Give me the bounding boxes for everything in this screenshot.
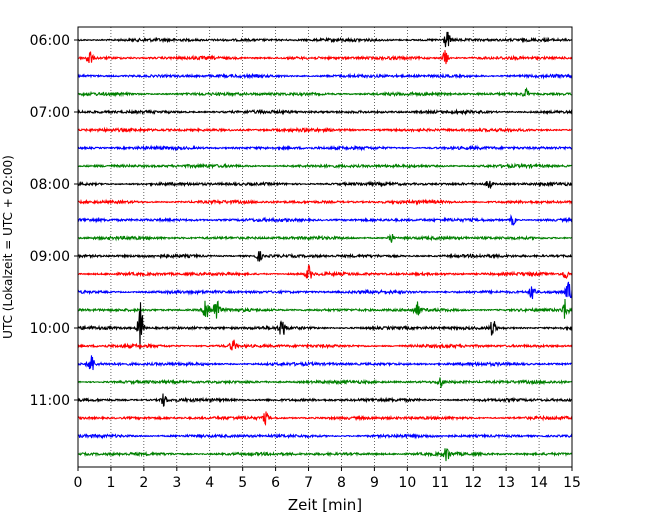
trace-0715	[77, 126, 573, 134]
x-tick-label: 10	[398, 475, 416, 491]
y-tick-label: 11:00	[30, 393, 70, 409]
x-tick-label: 14	[530, 475, 548, 491]
grid	[110, 27, 540, 467]
plot-area-background	[78, 27, 572, 467]
x-tick-label: 4	[205, 475, 214, 491]
y-axis-label: UTC (Lokalzeit = UTC + 02:00)	[1, 155, 15, 339]
x-tick-label: 11	[431, 475, 449, 491]
trace-0730	[77, 144, 573, 152]
trace-1015	[77, 339, 573, 351]
x-tick-label: 2	[139, 475, 148, 491]
x-tick-label: 8	[337, 475, 346, 491]
y-axis-ticks: 06:00 07:00 08:00 09:00 10:00 11:00	[30, 33, 78, 409]
trace-0815	[77, 198, 573, 206]
trace-0745	[77, 162, 573, 170]
y-tick-label: 10:00	[30, 321, 70, 337]
x-tick-label: 0	[74, 475, 83, 491]
trace-1030	[77, 355, 573, 371]
trace-1000	[77, 302, 573, 350]
trace-1115	[77, 411, 573, 427]
y-tick-label: 08:00	[30, 177, 70, 193]
x-tick-label: 1	[106, 475, 115, 491]
trace-0800	[77, 180, 573, 189]
x-tick-label: 9	[370, 475, 379, 491]
trace-0915	[77, 264, 573, 279]
x-tick-label: 7	[304, 475, 313, 491]
trace-0930	[77, 281, 573, 300]
trace-1145	[77, 448, 573, 462]
x-tick-label: 15	[563, 475, 581, 491]
trace-0830	[77, 214, 573, 226]
traces	[77, 31, 573, 462]
trace-0845	[77, 233, 573, 243]
plot-frame	[77, 26, 573, 468]
x-tick-label: 5	[238, 475, 247, 491]
trace-0945	[77, 299, 573, 319]
x-tick-label: 6	[271, 475, 280, 491]
trace-1130	[77, 432, 573, 440]
x-axis-label: Zeit [min]	[288, 496, 362, 514]
x-tick-label: 3	[172, 475, 181, 491]
y-tick-label: 09:00	[30, 249, 70, 265]
trace-0900	[77, 251, 573, 262]
trace-0615	[77, 50, 573, 65]
x-axis-ticks: 0 1 2 3 4 5 6 7 8 9 10 11 12 13 14 15	[74, 467, 581, 491]
trace-0700	[77, 108, 573, 116]
trace-1045	[77, 377, 573, 388]
x-tick-label: 13	[497, 475, 515, 491]
trace-1100	[77, 393, 573, 407]
x-tick-label: 12	[464, 475, 482, 491]
y-tick-label: 07:00	[30, 105, 70, 121]
trace-0630	[77, 72, 573, 80]
y-tick-label: 06:00	[30, 33, 70, 49]
trace-0600	[77, 31, 573, 48]
trace-0645	[77, 87, 573, 98]
